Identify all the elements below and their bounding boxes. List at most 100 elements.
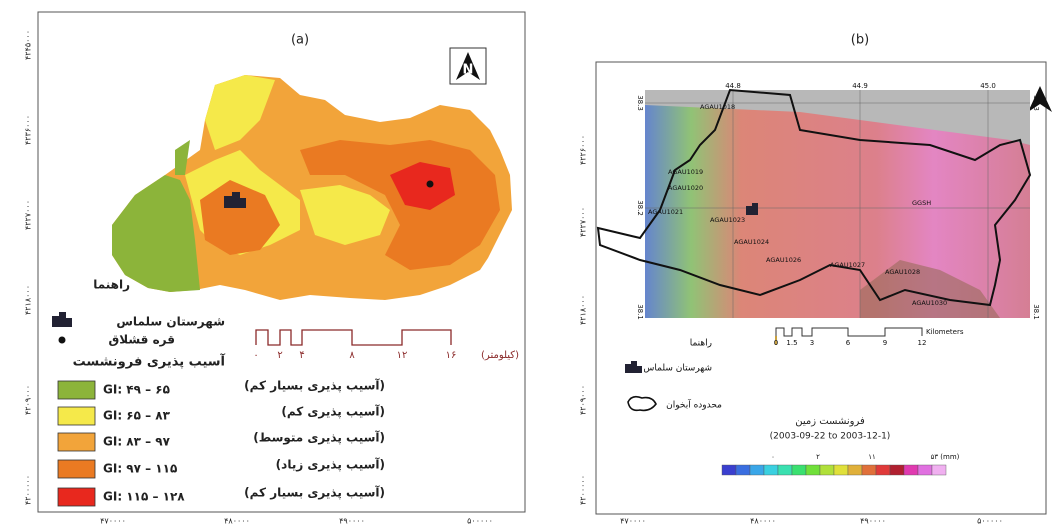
scale-label: ۸ xyxy=(349,350,355,361)
colorbar-cell xyxy=(722,465,736,475)
scale-label: 1.5 xyxy=(786,339,797,347)
svg-text:N: N xyxy=(463,63,474,78)
class-label: (آسیب پذیری بسیار کم) xyxy=(244,485,385,500)
colorbar-cell xyxy=(876,465,890,475)
lat-label: 38.1 xyxy=(636,304,644,320)
county-icon xyxy=(52,312,72,327)
colorbar-cell xyxy=(778,465,792,475)
station-label: AGAU1030 xyxy=(912,299,947,307)
y-label: ۴۲۲۶۰۰۰ xyxy=(579,135,588,165)
x-label: ۴۷۰۰۰۰ xyxy=(620,517,646,526)
lat-label: 38.2 xyxy=(636,200,644,216)
colorbar: ۰ ۲ ۱۱ ۵۳ (mm) xyxy=(722,453,960,475)
aquifer-label: محدوده آبخوان xyxy=(666,399,722,411)
scale-label: 12 xyxy=(918,339,927,347)
x-label: ۵۰۰۰۰۰ xyxy=(977,517,1003,526)
scale-label: ۴ xyxy=(299,350,304,361)
station-label: AGAU1019 xyxy=(668,168,703,176)
lon-label: 44.8 xyxy=(725,82,741,90)
lat-label: 38.3 xyxy=(636,95,644,111)
scale-label: ۰ xyxy=(253,350,258,361)
panel-a-title: (a) xyxy=(291,33,309,48)
colorbar-cell xyxy=(904,465,918,475)
scale-label: 6 xyxy=(846,339,851,347)
y-label: ۴۲۳۶۰۰۰ xyxy=(24,115,33,145)
class-swatch xyxy=(58,407,95,425)
village-label: قره قشلاق xyxy=(109,333,176,347)
colorbar-label: ۱۱ xyxy=(868,453,876,461)
class-label: (آسیب پذیری کم) xyxy=(281,404,385,419)
y-label: ۴۲۱۸۰۰۰ xyxy=(24,285,33,315)
panel-b-title: (b) xyxy=(851,33,869,48)
station-label: AGAU1018 xyxy=(700,103,735,111)
station-label: GGSH xyxy=(912,199,931,207)
station-label: AGAU1024 xyxy=(734,238,769,246)
colorbar-cell xyxy=(848,465,862,475)
colorbar-cell xyxy=(820,465,834,475)
lat-label: 38.1 xyxy=(1032,304,1040,320)
y-label: ۴۲۲۷۰۰۰ xyxy=(579,207,588,237)
x-label: ۴۹۰۰۰۰ xyxy=(860,517,886,526)
class-label: (آسیب پذیری بسیار کم) xyxy=(244,378,385,393)
scale-bar xyxy=(256,330,451,345)
x-label: ۴۹۰۰۰۰ xyxy=(339,517,365,526)
lon-label: 45.0 xyxy=(980,82,996,90)
colorbar-cell xyxy=(918,465,932,475)
scale-label: ۱۶ xyxy=(446,350,457,361)
classes-title: آسیب پذیری فرونشست xyxy=(73,353,226,370)
y-label: ۴۲۰۹۰۰۰ xyxy=(24,385,33,415)
lon-label: 44.9 xyxy=(852,82,868,90)
colorbar-label: ۲ xyxy=(816,453,820,461)
village-icon xyxy=(59,337,66,344)
class-label: (آسیب پذیری زیاد) xyxy=(276,457,385,472)
station-label: AGAU1020 xyxy=(668,184,703,192)
legend-title: راهنما xyxy=(93,278,130,292)
class-range: GI: ۸۳ – ۹۷ xyxy=(103,435,171,449)
x-label: ۴۸۰۰۰۰ xyxy=(750,517,776,526)
station-label: AGAU1023 xyxy=(710,216,745,224)
station-label: AGAU1028 xyxy=(885,268,920,276)
scale-unit: (کیلومتر) xyxy=(481,350,519,361)
scale-label: ۲ xyxy=(277,350,282,361)
colorbar-period: (2003-09-22 to 2003-12-1) xyxy=(770,432,891,442)
class-swatch xyxy=(58,433,95,451)
colorbar-title: فرونشست زمین xyxy=(795,416,865,427)
insar-map xyxy=(598,90,1030,318)
station-label: AGAU1021 xyxy=(648,208,683,216)
y-label: ۴۲۰۰۰۰۰ xyxy=(24,475,33,505)
x-label: ۴۷۰۰۰۰ xyxy=(100,517,126,526)
classes-legend: GI: ۴۹ – ۶۵ (آسیب پذیری بسیار کم) GI: ۶۵ –… xyxy=(58,378,385,507)
scale-unit: Kilometers xyxy=(926,328,964,336)
scale-labels: 01.536912 xyxy=(774,339,927,347)
vulnerability-map xyxy=(112,75,512,300)
county-label: شهرستان سلماس xyxy=(116,315,225,329)
colorbar-label: ۰ xyxy=(771,453,775,461)
colorbar-cell xyxy=(736,465,750,475)
x-label: ۴۸۰۰۰۰ xyxy=(224,517,250,526)
colorbar-cell xyxy=(806,465,820,475)
lat-label: 38.3 xyxy=(1032,95,1040,111)
colorbar-cell xyxy=(932,465,946,475)
y-label: ۴۲۰۰۰۰۰ xyxy=(579,475,588,505)
class-range: GI: ۶۵ – ۸۳ xyxy=(103,409,171,423)
y-label: ۴۲۴۵۰۰۰ xyxy=(24,30,33,60)
colorbar-cell xyxy=(890,465,904,475)
station-label: AGAU1027 xyxy=(830,261,865,269)
class-label: (آسیب پذیری متوسط) xyxy=(253,430,385,446)
y-label: ۴۲۰۹۰۰۰ xyxy=(579,385,588,415)
colorbar-label: ۵۳ (mm) xyxy=(931,453,960,461)
scale-label: 0 xyxy=(774,339,778,347)
y-label: ۴۲۲۷۰۰۰ xyxy=(24,200,33,230)
scale-label: 3 xyxy=(810,339,814,347)
colorbar-cell xyxy=(834,465,848,475)
colorbar-cell xyxy=(792,465,806,475)
class-swatch xyxy=(58,381,95,399)
class-range: GI: ۴۹ – ۶۵ xyxy=(103,383,170,397)
aquifer-icon xyxy=(628,397,656,411)
figure: (a) N راهنما شهرستان سلماس قره قشلاق آسی… xyxy=(0,0,1056,532)
class-range: GI: ۱۱۵ – ۱۲۸ xyxy=(103,490,185,504)
county-icon xyxy=(625,361,642,373)
colorbar-cell xyxy=(862,465,876,475)
scale-bar xyxy=(776,328,922,336)
